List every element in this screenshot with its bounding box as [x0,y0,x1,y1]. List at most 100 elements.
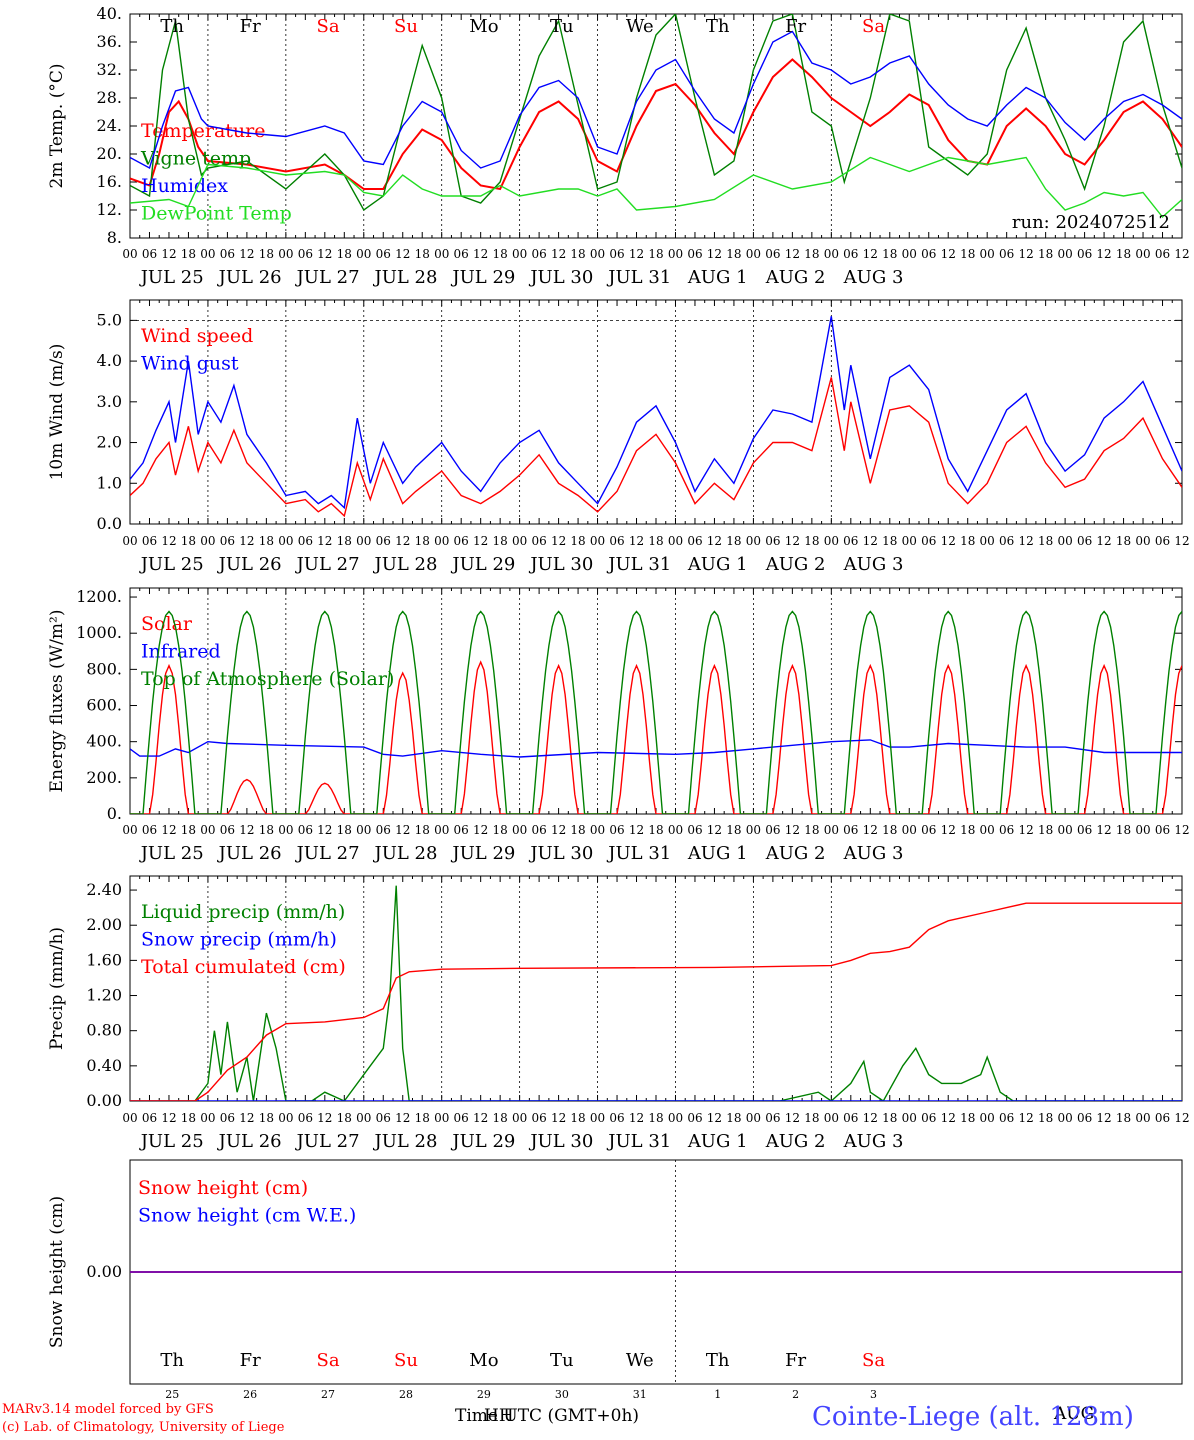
hour-tick-label: 00 [668,1111,683,1125]
hour-tick-label: 12 [629,247,644,261]
y-tick-label: 2.0 [97,433,122,452]
date-label: AUG 1 [687,843,748,864]
date-label: JUL 30 [528,267,593,288]
hour-tick-label: 06 [999,1111,1014,1125]
hour-tick-label: 18 [259,1111,274,1125]
y-tick-label: 1.60 [86,950,122,969]
hour-tick-label: 00 [980,823,995,837]
hour-tick-label: 12 [629,823,644,837]
hour-tick-label: 06 [843,1111,858,1125]
hour-tick-label: 06 [142,534,157,548]
date-label: JUL 28 [373,1131,438,1152]
weekday-label: Th [706,1350,730,1371]
hour-tick-label: 06 [609,1111,624,1125]
hour-tick-label: 06 [765,534,780,548]
y-tick-label: 36. [97,32,122,51]
hour-tick-label: 18 [181,1111,196,1125]
hour-tick-label: 12 [785,823,800,837]
hour-tick-label: 12 [1174,247,1189,261]
hour-tick-label: 12 [239,247,254,261]
hour-tick-label: 00 [746,247,761,261]
hour-tick-label: 06 [765,823,780,837]
y-tick-label: 8. [107,228,122,247]
date-label: JUL 26 [217,1131,282,1152]
date-label: JUL 31 [606,1131,671,1152]
hour-tick-label: 00 [668,247,683,261]
hour-tick-label: 18 [259,247,274,261]
hour-tick-label: 06 [921,823,936,837]
legend-entry: Top of Atmosphere (Solar) [141,668,394,690]
hour-tick-label: 12 [863,534,878,548]
hour-tick-label: 12 [1019,534,1034,548]
weekday-label: Sa [862,1350,885,1371]
hour-tick-label: 00 [356,534,371,548]
hour-tick-label: 18 [415,1111,430,1125]
hour-tick-label: 06 [531,247,546,261]
hour-tick-label: 06 [765,1111,780,1125]
hour-tick-label: 12 [707,247,722,261]
y-tick-label: 24. [97,116,122,135]
hour-tick-label: 00 [980,1111,995,1125]
date-label: JUL 26 [217,554,282,575]
station-label: Cointe-Liege (alt. 128m) [812,1402,1134,1432]
hour-tick-label: 06 [531,1111,546,1125]
y-tick-label: 1.0 [97,473,122,492]
hour-tick-label: 00 [1135,247,1150,261]
hour-tick-label: 06 [376,1111,391,1125]
date-label: JUL 25 [139,267,204,288]
legend-entry: Solar [141,613,193,635]
hour-tick-label: 06 [454,823,469,837]
hour-tick-label: 18 [648,534,663,548]
hour-tick-label: 06 [376,823,391,837]
hour-tick-label: 12 [1019,1111,1034,1125]
day-number-label: 30 [555,1388,569,1401]
hour-tick-label: 12 [395,1111,410,1125]
hour-tick-label: 06 [220,823,235,837]
weekday-label: Mo [469,16,498,37]
hour-tick-label: 12 [1174,1111,1189,1125]
hour-tick-label: 12 [1096,534,1111,548]
hour-tick-label: 12 [785,534,800,548]
date-label: JUL 29 [450,843,515,864]
hour-tick-label: 00 [200,534,215,548]
date-label: JUL 30 [528,554,593,575]
series-line [130,316,1182,510]
hour-tick-label: 18 [493,247,508,261]
date-label: JUL 26 [217,267,282,288]
hour-tick-label: 18 [804,534,819,548]
hour-tick-label: 06 [220,534,235,548]
hour-tick-label: 06 [609,247,624,261]
hour-tick-label: 00 [434,823,449,837]
hour-tick-label: 00 [122,534,137,548]
day-number-label: 27 [321,1388,335,1401]
hour-tick-label: 18 [337,247,352,261]
hour-tick-label: 12 [317,247,332,261]
legend-entry: Vigne temp [140,148,251,170]
series-line [130,377,1182,518]
hour-tick-label: 12 [941,823,956,837]
weekday-label: Th [160,1350,184,1371]
hour-tick-label: 00 [122,823,137,837]
hour-tick-label: 18 [181,247,196,261]
weekday-label: Fr [785,16,806,37]
hour-tick-label: 18 [570,823,585,837]
hour-tick-label: 12 [161,534,176,548]
legend-entry: Wind speed [141,325,253,347]
hour-tick-label: 06 [921,247,936,261]
hour-tick-label: 18 [726,1111,741,1125]
date-label: JUL 28 [373,267,438,288]
hour-tick-label: 00 [1057,247,1072,261]
hour-tick-label: 00 [980,534,995,548]
hour-tick-label: 12 [239,534,254,548]
hour-tick-label: 00 [512,534,527,548]
hour-tick-label: 00 [278,247,293,261]
credit-line-2: (c) Lab. of Climatology, University of L… [2,1420,285,1435]
hour-tick-label: 18 [1038,1111,1053,1125]
hour-tick-label: 00 [746,823,761,837]
hour-tick-label: 18 [960,247,975,261]
legend-entry: Temperature [141,120,265,142]
hour-tick-label: 12 [395,247,410,261]
hour-tick-label: 00 [434,1111,449,1125]
hour-tick-label: 18 [960,823,975,837]
hour-tick-label: 06 [687,534,702,548]
